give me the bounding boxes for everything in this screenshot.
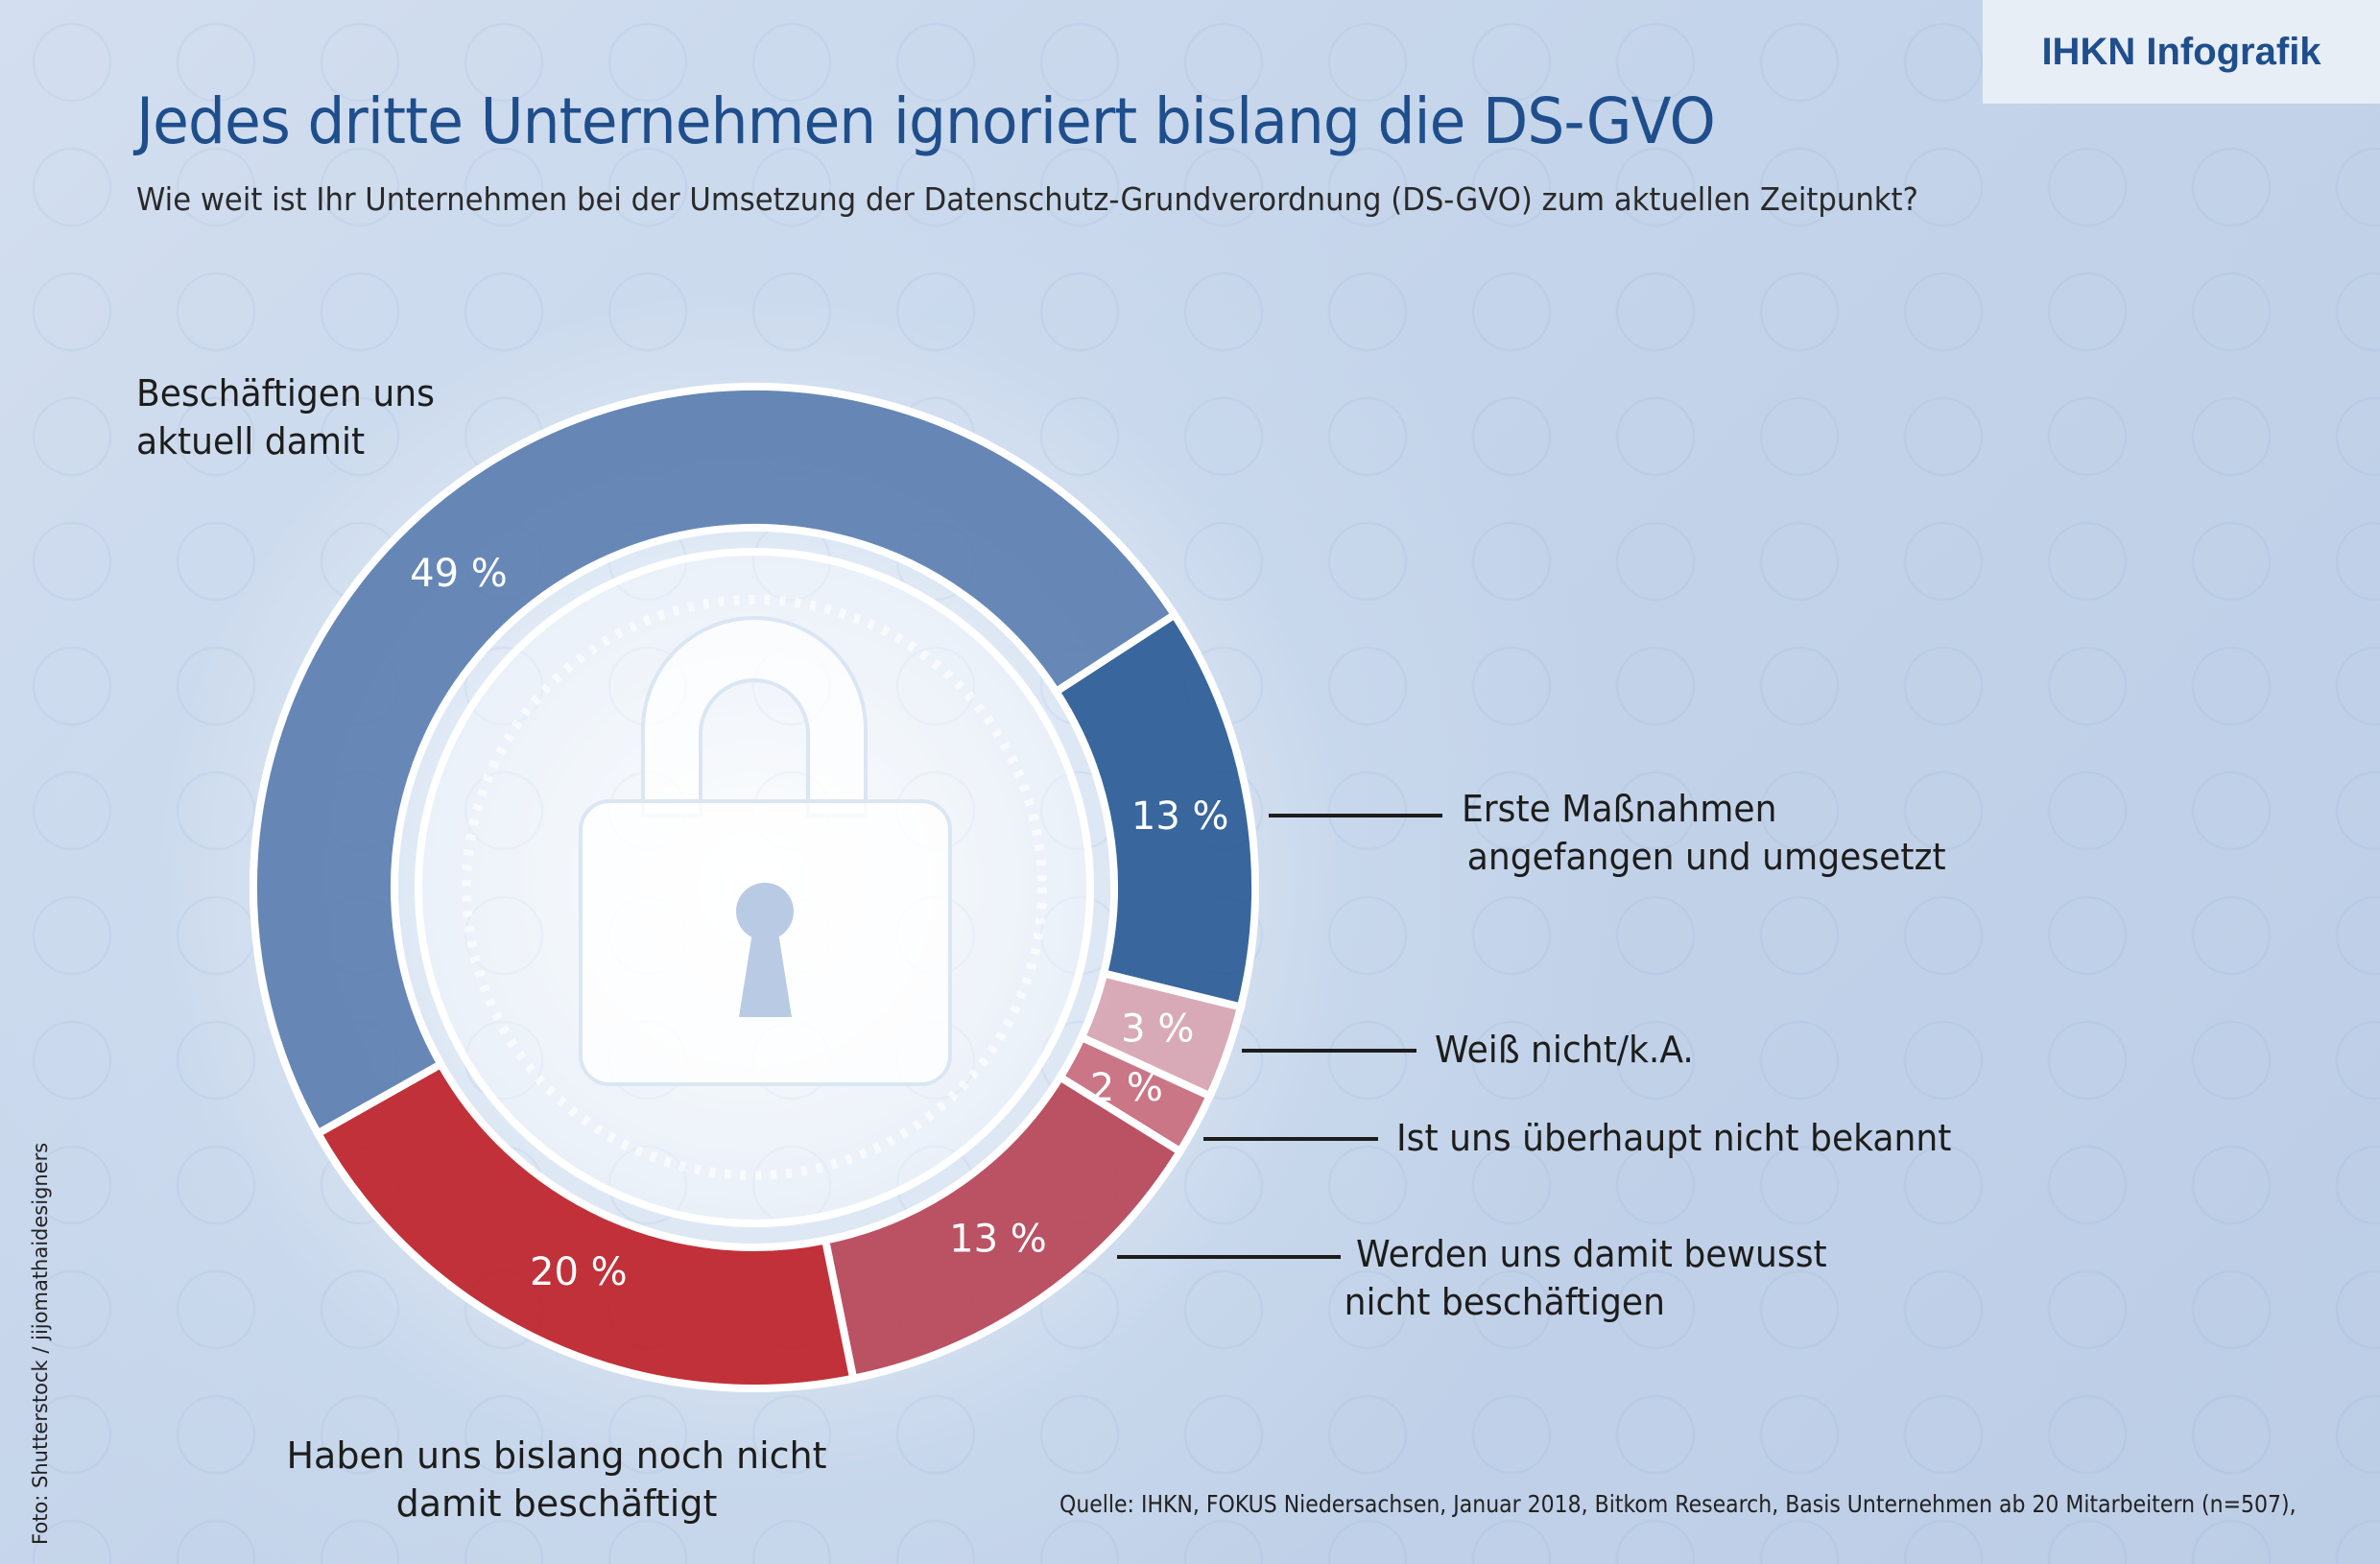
label-erste: Erste Maßnahmen angefangen und umgesetzt	[1462, 785, 1946, 881]
label-haben: Haben uns bislang noch nicht damit besch…	[278, 1432, 835, 1528]
label-line: nicht beschäftigen	[1344, 1281, 1665, 1323]
photo-credit: Foto: Shutterstock / jijomathaidesigners	[29, 1142, 52, 1545]
label-line: aktuell damit	[136, 420, 366, 462]
label-weiss: Weiß nicht/k.A.	[1435, 1029, 1694, 1071]
data-label: 13 %	[1131, 794, 1229, 839]
padlock-icon	[415, 548, 1094, 1227]
label-line: Werden uns damit bewusst	[1356, 1233, 1827, 1275]
leader-line-werden	[1117, 1255, 1341, 1259]
chart-subtitle: Wie weit ist Ihr Unternehmen bei der Ums…	[136, 180, 1918, 218]
label-ist: Ist uns überhaupt nicht bekannt	[1396, 1117, 1952, 1159]
label-line: damit beschäftigt	[395, 1482, 718, 1525]
donut-segment	[249, 383, 1180, 1139]
label-line: angefangen und umgesetzt	[1466, 836, 1946, 878]
data-label: 13 %	[949, 1217, 1047, 1261]
donut-segment	[312, 1058, 858, 1392]
data-label: 49 %	[410, 552, 508, 596]
chart-title: Jedes dritte Unternehmen ignoriert bisla…	[136, 84, 1716, 158]
data-label: 20 %	[530, 1250, 628, 1294]
label-line: Erste Maßnahmen	[1462, 788, 1777, 830]
label-aktuell: Beschäftigen uns aktuell damit	[136, 369, 435, 465]
label-line: Haben uns bislang noch nicht	[286, 1434, 827, 1477]
source-note: Quelle: IHKN, FOKUS Niedersachsen, Janua…	[1059, 1490, 2297, 1518]
brand-badge: IHKN Infografik	[1983, 0, 2380, 104]
data-label: 3 %	[1121, 1007, 1194, 1051]
label-line: Beschäftigen uns	[136, 372, 435, 415]
data-label: 2 %	[1090, 1066, 1163, 1110]
leader-line-weiss	[1242, 1049, 1416, 1053]
leader-line-erste	[1269, 814, 1442, 818]
leader-line-ist	[1203, 1137, 1378, 1141]
label-werden: Werden uns damit bewusst nicht beschäfti…	[1345, 1230, 1827, 1326]
